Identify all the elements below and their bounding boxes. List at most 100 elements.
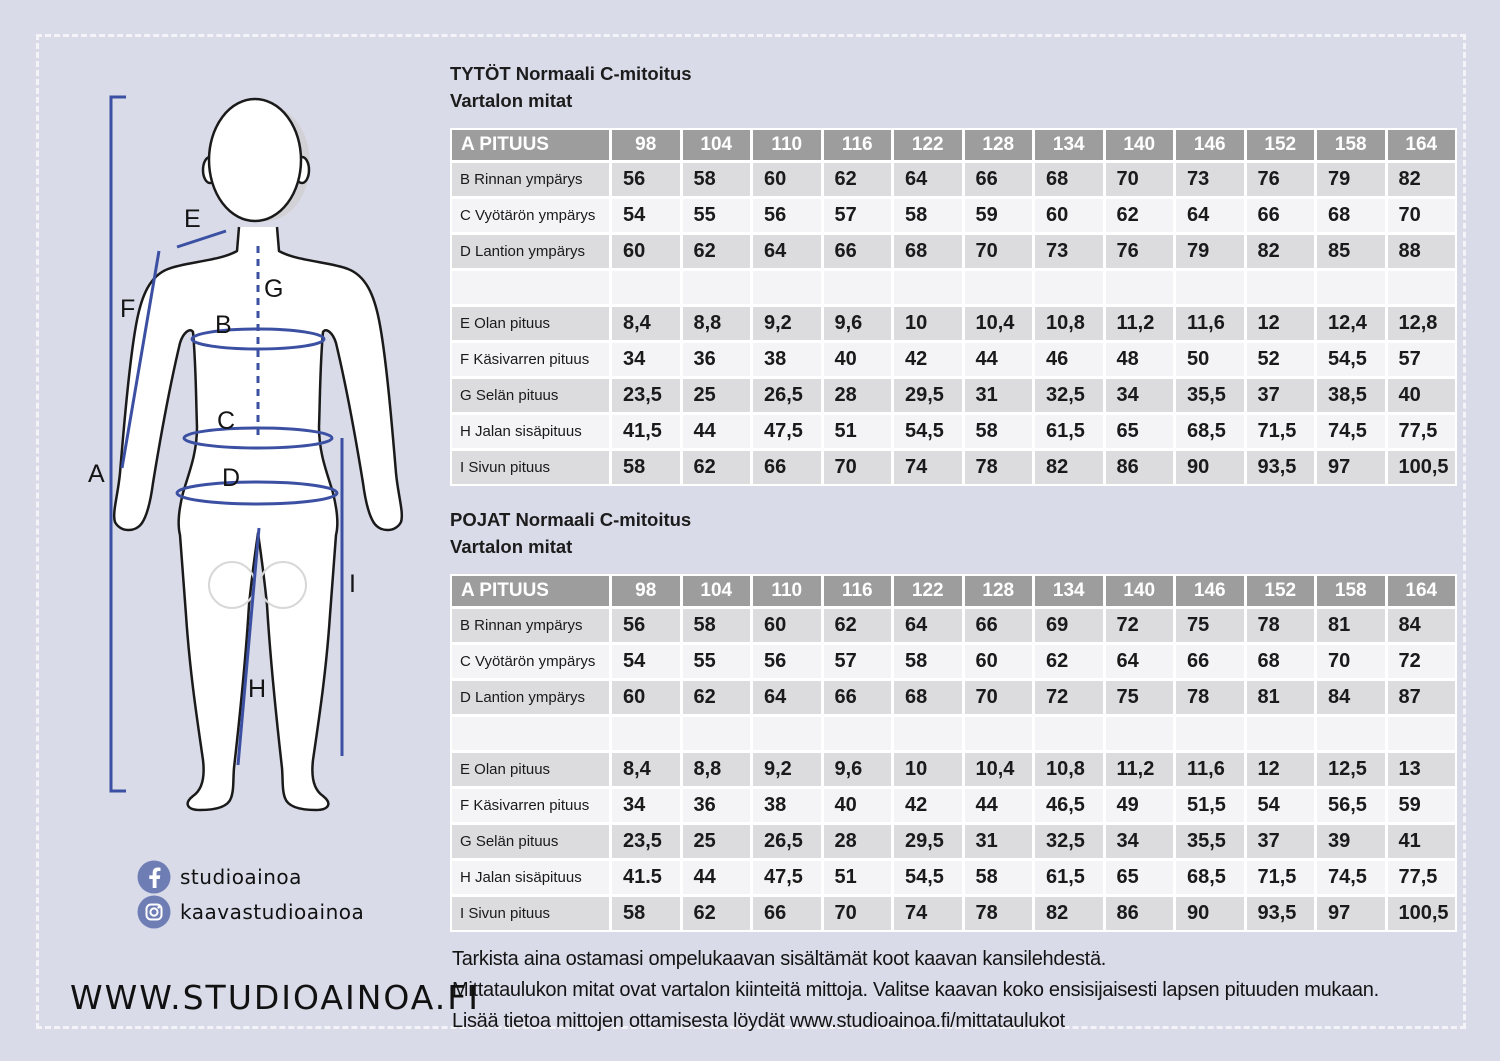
value-cell: 51 [823,415,891,448]
value-cell: 81 [1317,609,1385,642]
measure-ellipse-C-waist [182,426,334,450]
value-cell: 78 [964,451,1032,484]
value-cell: 64 [894,163,962,196]
value-cell: 97 [1317,897,1385,930]
value-cell: 36 [682,343,750,376]
value-cell: 56 [612,609,680,642]
value-cell: 54 [612,199,680,232]
value-cell: 62 [823,609,891,642]
value-cell: 11,6 [1176,307,1244,340]
value-cell: 58 [894,199,962,232]
header-size-cell: 98 [612,576,680,606]
value-cell: 62 [682,897,750,930]
value-cell: 68 [1317,199,1385,232]
value-cell: 64 [753,681,821,714]
girls-title: TYTÖT Normaali C-mitoitus [450,63,692,84]
header-size-cell: 122 [894,130,962,160]
value-cell: 69 [1035,609,1103,642]
value-cell: 46,5 [1035,789,1103,822]
value-cell: 66 [823,681,891,714]
value-cell: 68,5 [1176,861,1244,894]
value-cell: 42 [894,343,962,376]
value-cell: 52 [1246,343,1314,376]
value-cell: 8,4 [612,753,680,786]
value-cell: 25 [682,379,750,412]
value-cell: 51 [823,861,891,894]
boys-subtitle: Vartalon mitat [450,536,573,557]
row-label-cell [452,717,609,750]
value-cell: 23,5 [612,379,680,412]
instagram-row: kaavastudioainoa [137,895,364,929]
value-cell: 71,5 [1246,415,1314,448]
row-label-cell: C Vyötärön ympärys [452,199,609,232]
header-size-cell: 146 [1176,576,1244,606]
value-cell: 38,5 [1317,379,1385,412]
value-cell: 79 [1176,235,1244,268]
header-size-cell: 116 [823,130,891,160]
value-cell: 26,5 [753,825,821,858]
value-cell: 40 [1387,379,1455,412]
measure-ellipse-B-chest [190,327,326,351]
value-cell: 8,4 [612,307,680,340]
value-cell: 31 [964,379,1032,412]
value-cell: 9,6 [823,753,891,786]
figure-label-C: C [217,407,235,435]
footnote-line-3: Lisää tietoa mittojen ottamisesta löydät… [452,1010,1065,1032]
value-cell: 77,5 [1387,861,1455,894]
value-cell: 74,5 [1317,415,1385,448]
row-label-cell: D Lantion ympärys [452,681,609,714]
value-cell: 68 [1035,163,1103,196]
value-cell: 71,5 [1246,861,1314,894]
value-cell: 82 [1387,163,1455,196]
value-cell: 35,5 [1176,825,1244,858]
facebook-icon [137,860,171,894]
boys-title: POJAT Normaali C-mitoitus [450,509,692,530]
value-cell: 10,4 [964,753,1032,786]
measure-line-A-height [109,95,126,793]
value-cell: 73 [1176,163,1244,196]
value-cell: 28 [823,825,891,858]
value-cell: 25 [682,825,750,858]
header-size-cell: 164 [1387,576,1455,606]
value-cell [1246,271,1314,304]
value-cell: 74,5 [1317,861,1385,894]
value-cell: 78 [1176,681,1244,714]
value-cell: 90 [1176,451,1244,484]
value-cell: 38 [753,789,821,822]
row-label-cell: B Rinnan ympärys [452,609,609,642]
social-links: studioainoa kaavastudioainoa [137,860,364,930]
value-cell: 65 [1105,415,1173,448]
instagram-handle: kaavastudioainoa [180,900,365,924]
value-cell: 55 [682,199,750,232]
value-cell: 70 [1387,199,1455,232]
value-cell: 81 [1246,681,1314,714]
value-cell [753,717,821,750]
row-label-cell: F Käsivarren pituus [452,789,609,822]
value-cell: 48 [1105,343,1173,376]
figure-label-E: E [184,205,201,233]
value-cell: 76 [1105,235,1173,268]
value-cell: 60 [964,645,1032,678]
footnote: Tarkista aina ostamasi ompelukaavan sisä… [452,944,1462,1037]
value-cell [964,717,1032,750]
value-cell [682,717,750,750]
value-cell: 70 [964,235,1032,268]
value-cell: 36 [682,789,750,822]
value-cell: 41,5 [612,415,680,448]
header-size-cell: 128 [964,130,1032,160]
header-size-cell: 158 [1317,130,1385,160]
value-cell [1317,271,1385,304]
value-cell: 44 [682,415,750,448]
value-cell: 90 [1176,897,1244,930]
header-size-cell: 152 [1246,576,1314,606]
value-cell: 84 [1387,609,1455,642]
header-size-cell: 134 [1035,130,1103,160]
figure-label-H: H [248,675,266,703]
value-cell: 32,5 [1035,379,1103,412]
facebook-handle: studioainoa [180,865,302,889]
header-size-cell: 158 [1317,576,1385,606]
value-cell: 29,5 [894,825,962,858]
value-cell: 68 [894,681,962,714]
header-size-cell: 104 [682,130,750,160]
